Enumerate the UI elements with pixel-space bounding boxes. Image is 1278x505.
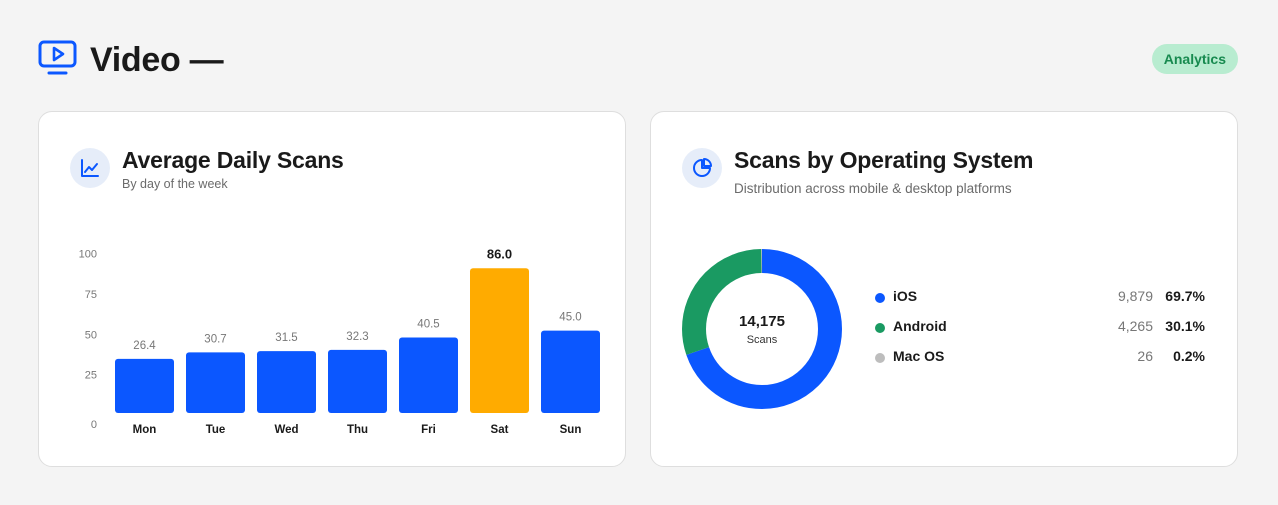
bar-sat[interactable] <box>470 268 529 413</box>
bar-value-label: 31.5 <box>275 332 297 344</box>
y-tick-label: 50 <box>85 329 97 341</box>
category-label: Sun <box>560 424 582 436</box>
y-tick-label: 100 <box>79 249 97 261</box>
bar-value-label: 30.7 <box>204 333 226 345</box>
scans-by-os-card: Scans by Operating System Distribution a… <box>650 111 1238 467</box>
bar-sun[interactable] <box>541 330 600 413</box>
card-subtitle: Distribution across mobile & desktop pla… <box>734 181 1012 196</box>
page-title: Video — <box>90 41 224 79</box>
category-label: Fri <box>421 424 436 436</box>
card-subtitle: By day of the week <box>122 177 228 191</box>
os-legend: iOS 9,879 69.7% Android 4,265 30.1% Mac … <box>873 288 1207 378</box>
bar-value-label: 86.0 <box>487 246 512 261</box>
bar-value-label: 45.0 <box>559 312 581 324</box>
line-chart-icon <box>70 148 110 188</box>
bar-mon[interactable] <box>115 358 174 413</box>
category-label: Mon <box>133 424 157 436</box>
legend-row-macos[interactable]: Mac OS 26 0.2% <box>873 348 1207 378</box>
analytics-badge[interactable]: Analytics <box>1151 44 1238 74</box>
legend-dot <box>875 323 885 333</box>
category-label: Thu <box>347 424 368 436</box>
legend-row-ios[interactable]: iOS 9,879 69.7% <box>873 288 1207 318</box>
legend-percent: 0.2% <box>1173 348 1205 364</box>
y-tick-label: 0 <box>91 419 97 431</box>
legend-count: 4,265 <box>1117 318 1153 334</box>
bar-value-label: 32.3 <box>346 331 368 343</box>
y-tick-label: 75 <box>85 289 97 301</box>
donut-unit: Scans <box>746 333 778 346</box>
category-label: Wed <box>274 424 298 436</box>
bar-value-label: 40.5 <box>417 318 439 330</box>
donut-center: 14,175 Scans <box>679 246 845 412</box>
bar-wed[interactable] <box>257 351 316 413</box>
category-label: Tue <box>206 424 226 436</box>
bar-chart: 0 25 50 75 100 26.4 Mon 30.7 Tue 31.5 Wed 32.3 Thu 40… <box>79 246 600 436</box>
donut-svg <box>682 249 842 409</box>
donut-total: 14,175 <box>739 312 785 330</box>
page-header: Video — Analytics <box>38 40 1238 80</box>
legend-dot <box>875 293 885 303</box>
bar-tue[interactable] <box>186 352 245 413</box>
donut-slice-mac-os[interactable] <box>682 249 842 409</box>
legend-dot <box>875 353 885 363</box>
category-label: Sat <box>491 424 509 436</box>
bar-fri[interactable] <box>399 337 458 413</box>
legend-count: 26 <box>1137 348 1153 364</box>
average-daily-scans-card: Average Daily Scans By day of the week 0… <box>38 111 626 467</box>
legend-percent: 30.1% <box>1165 318 1205 334</box>
donut-chart: 14,175 Scans <box>679 246 845 412</box>
video-monitor-icon <box>38 40 77 75</box>
legend-count: 9,879 <box>1117 288 1153 304</box>
card-title: Scans by Operating System <box>734 147 1034 173</box>
legend-label: Mac OS <box>893 348 945 364</box>
bar-thu[interactable] <box>328 349 387 413</box>
y-tick-label: 25 <box>85 370 97 382</box>
legend-row-android[interactable]: Android 4,265 30.1% <box>873 318 1207 348</box>
pie-chart-icon <box>682 148 722 188</box>
bar-value-label: 26.4 <box>133 340 156 352</box>
donut-slice-android[interactable] <box>682 249 842 409</box>
card-title: Average Daily Scans <box>122 147 344 173</box>
legend-percent: 69.7% <box>1165 288 1205 304</box>
legend-label: iOS <box>893 288 918 304</box>
legend-label: Android <box>893 318 947 334</box>
